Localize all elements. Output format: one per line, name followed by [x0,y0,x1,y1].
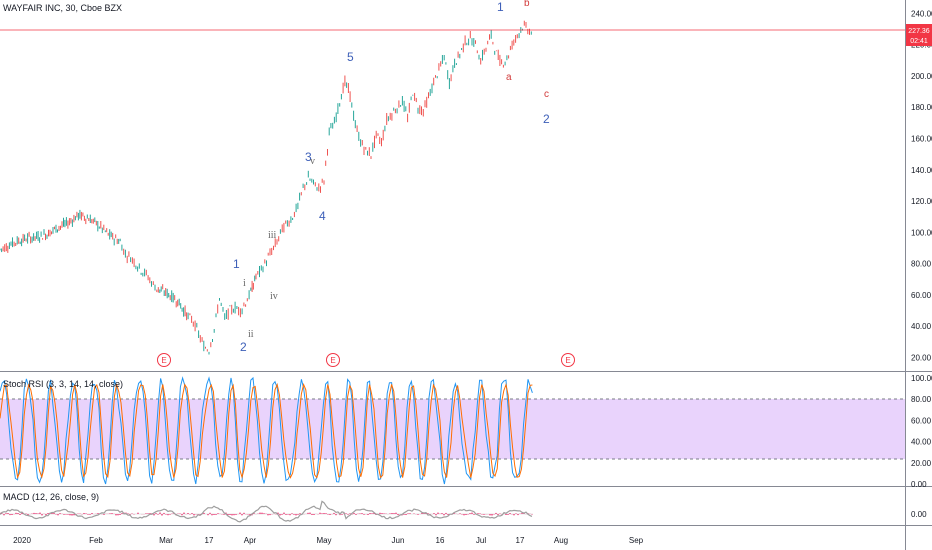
stoch-tick-label: 20.00 [911,459,932,468]
wave-label-iii: iii [268,230,277,241]
price-tick-label: 60.00 [911,291,932,300]
stoch-tick-label: 60.00 [911,416,932,425]
price-tick-label: 80.00 [911,260,932,269]
stoch-tick-label: 0.00 [911,480,927,489]
price-tick-label: 180.00 [911,103,932,112]
wave-label-c: c [544,89,549,100]
time-tick-label: Mar [159,536,173,545]
time-tick-label: 17 [205,536,214,545]
time-tick-label: Jun [392,536,405,545]
macd-title: MACD (12, 26, close, 9) [3,492,99,502]
stoch-band-fill [0,399,905,459]
svg-text:E: E [565,356,570,365]
wave-label-4: 4 [319,209,326,223]
time-tick-label: 16 [436,536,445,545]
wave-label-a: a [506,72,512,83]
wave-label-2: 2 [240,340,247,354]
stoch-tick-label: 80.00 [911,395,932,404]
earnings-marker-1[interactable]: E [158,354,171,367]
macd-line [0,501,532,522]
earnings-marker-3[interactable]: E [562,354,575,367]
price-tick-label: 100.00 [911,228,932,237]
wave-label-1b: 1 [497,0,504,14]
time-tick-label: May [316,536,331,545]
price-tick-label: 20.00 [911,353,932,362]
stoch-tick-label: 100.00 [911,374,932,383]
time-tick-label: Aug [554,536,568,545]
last-price-label: 227.36 [908,28,930,35]
price-tick-label: 40.00 [911,322,932,331]
price-series-group [0,21,531,355]
time-axis-ticks: 2020 Feb Mar 17 Apr May Jun 16 Jul 17 Aug Sep [13,536,644,545]
time-tick-label: 17 [516,536,525,545]
wave-label-i: i [243,278,246,289]
stoch-title: Stoch RSI (3, 3, 14, 14, close) [3,379,123,389]
chart-title: WAYFAIR INC, 30, Cboe BZX [3,3,122,13]
stoch-tick-label: 40.00 [911,438,932,447]
price-tick-label: 140.00 [911,166,932,175]
wave-label-b: b [524,0,530,9]
wave-label-iv: iv [270,291,278,302]
svg-text:E: E [161,356,166,365]
time-tick-label: Feb [89,536,103,545]
svg-text:E: E [330,356,335,365]
wave-label-v: v [310,156,315,167]
time-tick-label: Apr [244,536,257,545]
price-axis-ticks: 20.00 40.00 60.00 80.00 100.00 120.00 140.00 16… [911,9,932,362]
time-tick-label: Sep [629,536,644,545]
wave-label-2b: 2 [543,112,550,126]
price-tick-label: 240.00 [911,9,932,18]
wave-label-ii: ii [248,329,254,340]
countdown-label: 02:41 [910,38,928,45]
price-tick-label: 200.00 [911,72,932,81]
earnings-marker-2[interactable]: E [327,354,340,367]
price-tick-label: 120.00 [911,197,932,206]
macd-zero-tick: 0.00 [911,510,927,519]
stoch-axis-ticks: 0.00 20.00 40.00 60.00 80.00 100.00 [911,374,932,489]
price-tick-label: 160.00 [911,135,932,144]
time-tick-label: 2020 [13,536,31,545]
wave-label-1: 1 [233,257,240,271]
wave-label-5: 5 [347,50,354,64]
macd-series-group [0,501,533,522]
time-tick-label: Jul [476,536,486,545]
